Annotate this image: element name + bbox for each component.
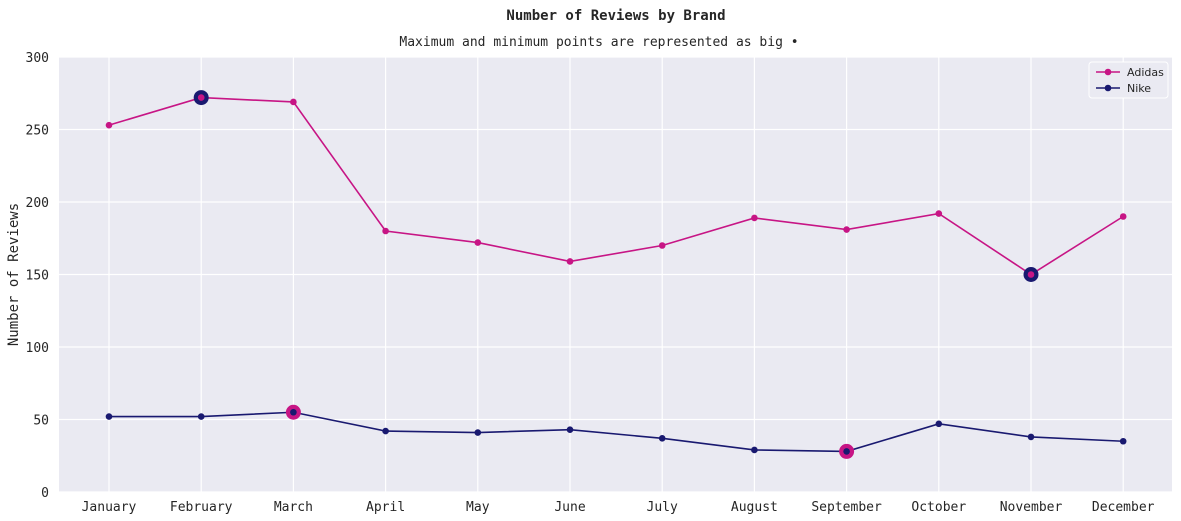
- highlight-center-adidas: [197, 94, 205, 101]
- data-point-adidas: [843, 226, 850, 233]
- legend-marker-nike: [1104, 84, 1112, 92]
- x-tick-label: September: [811, 500, 882, 515]
- series-line-adidas: [108, 96, 1124, 276]
- y-tick-label: 250: [26, 124, 49, 139]
- highlight-center-adidas: [1027, 271, 1035, 278]
- data-point-adidas: [751, 214, 758, 222]
- data-point-adidas: [658, 242, 666, 249]
- data-point-nike: [658, 435, 666, 442]
- data-point-nike: [1027, 433, 1035, 441]
- data-point-adidas: [474, 239, 482, 246]
- data-point-adidas: [1119, 213, 1127, 220]
- x-tick-label: June: [554, 500, 585, 515]
- y-tick-label: 50: [33, 414, 49, 429]
- data-point-adidas: [105, 121, 113, 129]
- series-group: [105, 94, 1127, 455]
- data-point-nike: [474, 429, 482, 436]
- grid: [59, 56, 1172, 493]
- data-point-nike: [751, 446, 758, 454]
- x-axis-ticks: January February March April May June July Augu…: [82, 500, 1155, 515]
- y-tick-label: 300: [26, 51, 49, 66]
- data-point-nike: [566, 426, 574, 433]
- chart-title: Number of Reviews by Brand: [506, 8, 725, 24]
- y-tick-label: 150: [26, 269, 49, 284]
- legend-marker-adidas: [1104, 68, 1112, 76]
- legend-label-nike: Nike: [1127, 82, 1151, 95]
- series-line-nike: [109, 411, 1124, 453]
- y-axis-ticks: 0 50 100 150 200 250 300: [26, 51, 49, 501]
- x-tick-label: January: [82, 500, 137, 515]
- data-point-adidas: [935, 210, 943, 217]
- data-point-adidas: [290, 98, 297, 106]
- x-tick-label: October: [911, 500, 966, 515]
- highlight-center-nike: [290, 408, 297, 416]
- x-tick-label: April: [366, 500, 405, 515]
- data-point-nike: [1119, 437, 1127, 445]
- data-point-adidas: [566, 258, 574, 265]
- x-tick-label: March: [274, 500, 313, 515]
- x-tick-label: July: [647, 500, 678, 515]
- y-tick-label: 0: [41, 486, 49, 501]
- x-tick-label: August: [731, 500, 778, 515]
- legend-label-adidas: Adidas: [1127, 66, 1164, 79]
- legend: Adidas Nike: [1088, 61, 1169, 99]
- x-tick-label: December: [1092, 500, 1155, 515]
- chart-subtitle: Maximum and minimum points are represent…: [399, 35, 798, 50]
- highlight-center-nike: [843, 448, 850, 455]
- data-point-nike: [382, 427, 389, 435]
- x-tick-label: February: [170, 500, 233, 515]
- y-axis-label: Number of Reviews: [6, 203, 22, 346]
- data-point-adidas: [382, 227, 389, 235]
- data-point-nike: [935, 420, 943, 428]
- x-tick-label: May: [466, 500, 490, 515]
- highlight-group: [193, 90, 1039, 459]
- x-tick-label: November: [1000, 500, 1063, 515]
- data-point-nike: [197, 413, 205, 420]
- data-point-nike: [105, 413, 113, 420]
- y-tick-label: 100: [26, 341, 49, 356]
- y-tick-label: 200: [26, 196, 49, 211]
